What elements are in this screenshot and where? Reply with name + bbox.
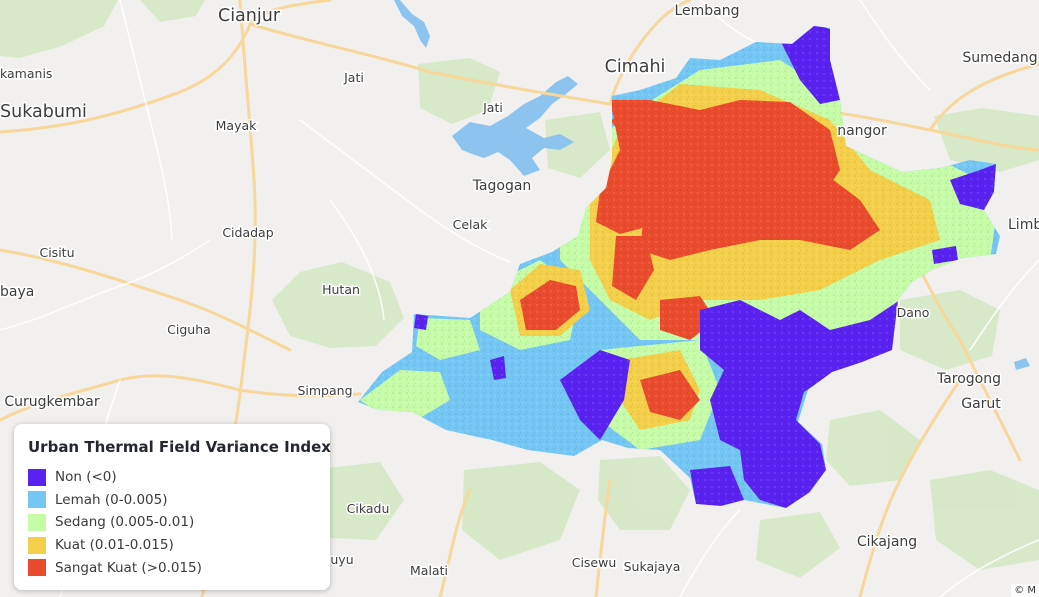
map-attribution[interactable]: © M — [1011, 584, 1039, 597]
place-label: Curugkembar — [4, 394, 99, 410]
place-label: nangor — [837, 123, 887, 139]
legend-label: Sedang (0.005-0.01) — [55, 514, 195, 531]
place-label: Garut — [961, 396, 1001, 412]
water-bodies — [394, 0, 1030, 370]
place-label: Cisitu — [39, 245, 74, 260]
place-label: Cianjur — [218, 6, 281, 26]
place-label: Dano — [897, 305, 930, 320]
place-label: Cikadu — [347, 501, 390, 516]
place-label: Limb — [1008, 217, 1039, 233]
place-label: Mayak — [216, 118, 258, 133]
legend-item: Sangat Kuat (>0.015) — [28, 556, 316, 579]
legend-swatch — [28, 513, 46, 531]
place-labels: Cianjur Lembang Cimahi Sumedang kamanis Jati S… — [0, 2, 1039, 580]
place-label: Cidadap — [222, 225, 273, 240]
place-label: Cikajang — [857, 534, 917, 550]
legend-label: Non (<0) — [55, 469, 117, 486]
legend-label: Kuat (0.01-0.015) — [55, 537, 174, 554]
legend-title: Urban Thermal Field Variance Index — [28, 438, 331, 456]
place-label: baya — [0, 284, 34, 300]
place-label: Hutan — [322, 282, 360, 297]
place-label: Malati — [410, 563, 448, 578]
legend-swatch — [28, 468, 46, 486]
place-label: Sukabumi — [0, 102, 87, 122]
place-label: kamanis — [0, 66, 52, 81]
legend-label: Sangat Kuat (>0.015) — [55, 559, 202, 576]
place-label: uyu — [330, 552, 353, 567]
place-label: Sumedang — [962, 50, 1037, 66]
legend-item: Kuat (0.01-0.015) — [28, 534, 316, 557]
place-label: Ciguha — [167, 322, 211, 337]
place-label: Jati — [343, 70, 364, 85]
place-label: Jati — [482, 100, 503, 115]
legend-swatch — [28, 536, 46, 554]
place-label: Tagogan — [472, 178, 532, 194]
place-label: Celak — [453, 217, 489, 232]
legend-item: Sedang (0.005-0.01) — [28, 511, 316, 534]
place-label: Sukajaya — [624, 559, 681, 574]
legend-panel: Urban Thermal Field Variance Index Non (… — [14, 424, 331, 590]
place-label: Cimahi — [605, 57, 666, 77]
legend-swatch — [28, 491, 46, 509]
place-label: Tarogong — [936, 371, 1001, 387]
legend-list: Non (<0) Lemah (0-0.005) Sedang (0.005-0.0… — [28, 466, 316, 579]
legend-item: Non (<0) — [28, 466, 316, 489]
legend-item: Lemah (0-0.005) — [28, 489, 316, 512]
forest-areas — [0, 0, 1039, 578]
legend-swatch — [28, 559, 46, 577]
place-label: Cisewu — [572, 555, 617, 570]
legend-label: Lemah (0-0.005) — [55, 491, 168, 508]
place-label: Simpang — [297, 383, 352, 398]
place-label: Lembang — [674, 3, 739, 19]
